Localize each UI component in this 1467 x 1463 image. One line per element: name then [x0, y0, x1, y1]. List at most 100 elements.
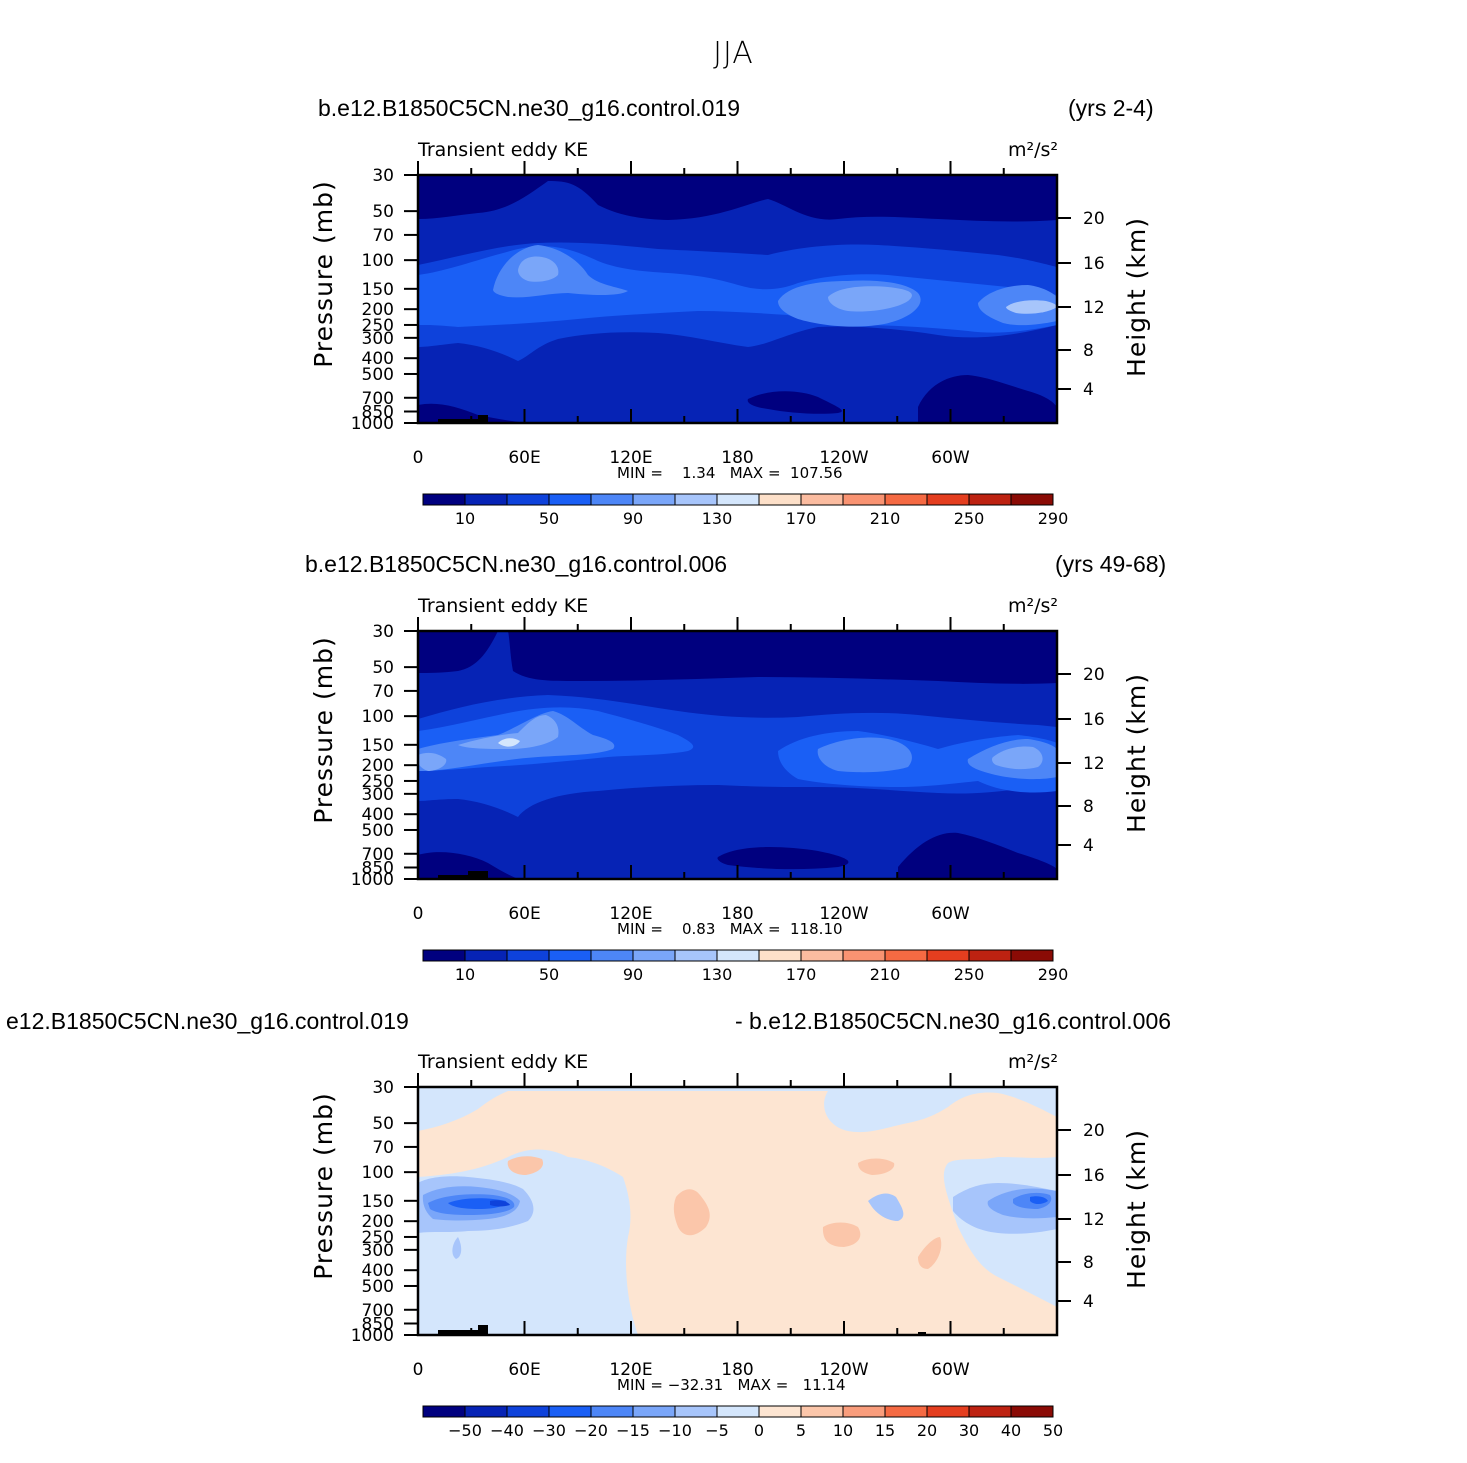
y-axis-title-right: Height (km) — [1122, 217, 1151, 377]
y-axis-title-left: Pressure (mb) — [309, 180, 338, 367]
colorbar-label: 15 — [875, 1421, 895, 1440]
panel1-contour-90-110-east — [518, 256, 559, 282]
lon-tick-label: 60W — [931, 904, 970, 924]
colorbar-swatch — [716, 493, 760, 506]
panel1-topography — [438, 415, 488, 423]
colorbar-swatch — [758, 493, 802, 506]
colorbar-label: 170 — [786, 509, 817, 528]
colorbar-label: 290 — [1038, 509, 1069, 528]
pressure-tick-label: 1000 — [351, 870, 394, 890]
panel1-plot-area — [418, 175, 1057, 423]
height-tick-label: 20 — [1083, 209, 1105, 229]
colorbar-swatch — [548, 493, 592, 506]
panel3-contour-neg5-pacific — [868, 1193, 904, 1221]
panel2-plot-area — [418, 631, 1057, 879]
lon-tick-label: 60E — [508, 904, 540, 924]
panel2-contour-lt10-top — [418, 631, 1057, 684]
colorbar-label: 250 — [954, 965, 985, 984]
lon-tick-label: 0 — [413, 448, 424, 468]
pressure-tick-label: 500 — [362, 821, 394, 841]
colorbar-label: 90 — [623, 965, 643, 984]
panel3-contour-neg20-west — [1030, 1196, 1048, 1204]
pressure-tick-label: 1000 — [351, 1326, 394, 1346]
pressure-tick-label: 50 — [372, 658, 394, 678]
pressure-tick-label: 850 — [362, 403, 394, 423]
panel3-contour-5-10-indian — [673, 1189, 710, 1236]
pressure-tick-label: 150 — [362, 1192, 394, 1212]
y-axis-title-left: Pressure (mb) — [309, 636, 338, 823]
pressure-tick-label: 30 — [372, 166, 394, 186]
height-tick-label: 4 — [1083, 836, 1094, 856]
colorbar-label: 130 — [702, 509, 733, 528]
panel-stats: MIN = 0.83 MAX = 118.10 — [617, 920, 843, 938]
panel-1: Transient eddy KE m²/s² — [417, 139, 1058, 423]
colorbar-swatch — [842, 493, 886, 506]
colorbar-label: −30 — [532, 1421, 566, 1440]
colorbar-swatch — [758, 1405, 802, 1418]
colorbar-label: 40 — [1001, 1421, 1021, 1440]
panel3-contour-neg30-east — [490, 1200, 510, 1207]
panel3-contour-5-10-pacific — [822, 1222, 861, 1247]
pressure-tick-label: 250 — [362, 1228, 394, 1248]
panel2-contour-lt10-surface-america — [898, 832, 1057, 879]
colorbar-swatch — [548, 949, 592, 962]
panel3-case-subtracted: - b.e12.B1850C5CN.ne30_g16.control.006 — [735, 1008, 1172, 1034]
panel2-contour-lt10-surface-pacific — [717, 847, 849, 870]
lon-tick-label: 180 — [721, 1360, 753, 1380]
height-tick-label: 12 — [1083, 754, 1105, 774]
y-axis-title-right: Height (km) — [1122, 673, 1151, 833]
panel1-contour-lt10-surface-pacific — [747, 391, 842, 414]
colorbar-swatch — [758, 949, 802, 962]
lon-tick-label: 120W — [819, 448, 868, 468]
colorbar-swatch — [422, 1405, 466, 1418]
panel2-contour-lt10-surface-west — [418, 852, 518, 879]
colorbar-swatch — [506, 1405, 550, 1418]
colorbar-swatch — [548, 1405, 592, 1418]
panel2-contour-70-90-pacific — [817, 737, 912, 773]
panel1-case-name: b.e12.B1850C5CN.ne30_g16.control.019 — [318, 95, 740, 121]
pressure-tick-label: 500 — [362, 365, 394, 385]
panel1-years: (yrs 2-4) — [1068, 95, 1154, 121]
colorbar-label: 50 — [539, 509, 559, 528]
colorbar-swatch — [1010, 1405, 1054, 1418]
height-tick-label: 4 — [1083, 380, 1094, 400]
colorbar-label: 0 — [754, 1421, 764, 1440]
height-tick-label: 12 — [1083, 298, 1105, 318]
panel3-contour-0-5 — [418, 1091, 1057, 1335]
colorbar-swatch — [800, 949, 844, 962]
panel2-units: m²/s² — [1008, 595, 1058, 617]
panel3-contour-neg5-spot — [452, 1237, 462, 1259]
colorbar-swatch — [422, 949, 466, 962]
panel1-contour-90-110-atlantic — [1006, 300, 1057, 314]
panel1-units: m²/s² — [1008, 139, 1058, 161]
lon-tick-label: 60W — [931, 448, 970, 468]
panel3-contour-5-10-upper — [858, 1158, 895, 1175]
pressure-tick-label: 30 — [372, 1078, 394, 1098]
pressure-tick-label: 850 — [362, 1315, 394, 1335]
colorbar-label: 5 — [796, 1421, 806, 1440]
colorbar-swatch — [968, 949, 1012, 962]
lon-tick-label: 0 — [413, 1360, 424, 1380]
lon-tick-label: 60E — [508, 1360, 540, 1380]
height-tick-label: 12 — [1083, 1210, 1105, 1230]
colorbar-swatch — [926, 493, 970, 506]
figure-title: JJA — [713, 36, 754, 71]
colorbar-swatch — [884, 1405, 928, 1418]
panel2-contour-90-110-edge — [418, 752, 447, 771]
panel2-colorbar: 10 50 90 130 170 210 250 290 — [422, 949, 1068, 984]
pressure-tick-label: 250 — [362, 316, 394, 336]
colorbar-swatch — [632, 493, 676, 506]
pressure-tick-label: 70 — [372, 682, 394, 702]
height-tick-label: 16 — [1083, 710, 1105, 730]
axes-layer: 3050701001502002503004005007008501000201… — [309, 161, 1151, 1394]
pressure-tick-label: 200 — [362, 1212, 394, 1232]
pressure-tick-label: 150 — [362, 736, 394, 756]
panel3-colorbar: −50 −40 −30 −20 −15 −10 −5 0 5 10 15 20 30 40 50 — [422, 1405, 1063, 1440]
height-tick-label: 16 — [1083, 254, 1105, 274]
panel1-contour-90-110-pacific — [828, 286, 912, 312]
colorbar-swatch — [800, 1405, 844, 1418]
panel1-contour-70-90-east — [493, 245, 628, 298]
